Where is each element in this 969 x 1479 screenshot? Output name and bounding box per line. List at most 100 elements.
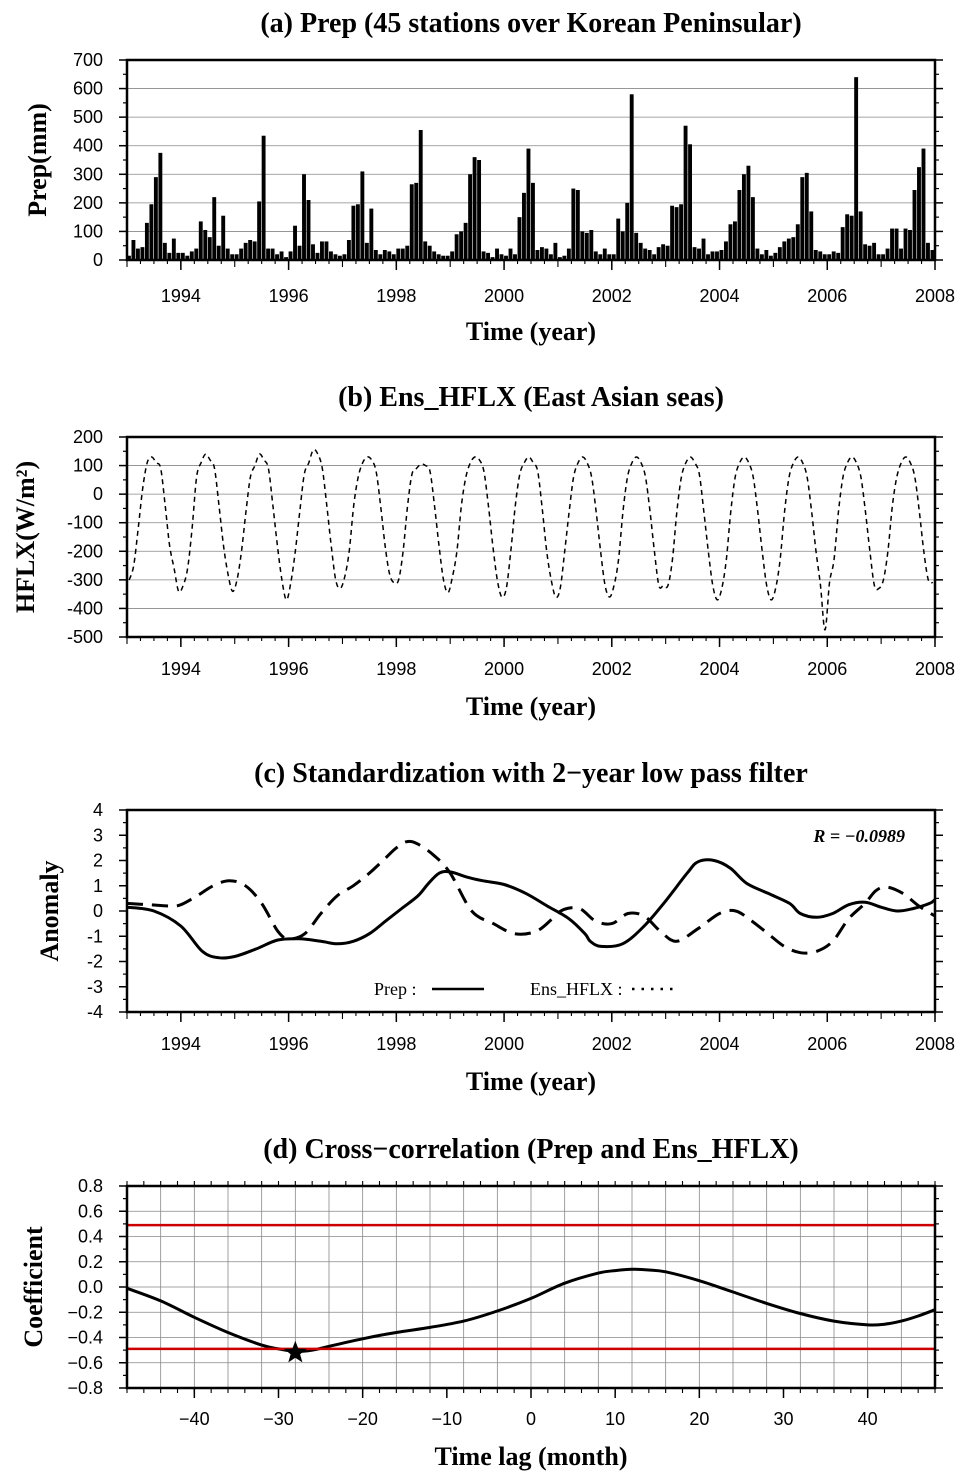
bar <box>149 204 154 260</box>
bar <box>759 254 764 260</box>
bar <box>661 244 666 260</box>
bar <box>584 232 589 260</box>
bar <box>351 205 356 260</box>
bar <box>688 144 692 260</box>
y-tick-label: -400 <box>67 598 103 618</box>
bar <box>908 230 912 260</box>
y-tick-label: -300 <box>67 570 103 590</box>
bar <box>468 174 473 260</box>
bar <box>589 230 594 260</box>
bar <box>167 252 172 260</box>
bar <box>750 197 755 260</box>
x-tick-label: 1996 <box>269 659 309 679</box>
series-line-0 <box>128 448 934 631</box>
bar <box>355 204 360 260</box>
bar <box>926 242 930 260</box>
bar <box>638 242 643 260</box>
bar <box>279 251 284 260</box>
correlation-annotation: R = −0.0989 <box>812 826 905 846</box>
bar <box>243 242 248 260</box>
bar <box>432 251 437 260</box>
bar <box>162 242 167 260</box>
legend-label: Prep : <box>374 979 417 999</box>
x-axis-label: Time lag (month) <box>434 1442 627 1471</box>
bar <box>580 231 585 260</box>
bar <box>822 254 827 260</box>
bar <box>566 248 571 260</box>
bar <box>288 251 293 260</box>
x-tick-label: 2004 <box>700 659 740 679</box>
bar <box>248 240 253 260</box>
bar <box>917 167 921 260</box>
y-tick-label: 100 <box>73 221 103 241</box>
bar <box>382 250 387 260</box>
bar <box>715 251 719 260</box>
y-tick-label: -3 <box>87 977 103 997</box>
bar <box>593 251 598 260</box>
bar <box>764 250 769 260</box>
bar <box>553 242 558 260</box>
y-tick-label: 100 <box>73 456 103 476</box>
bar <box>562 255 567 260</box>
bar <box>481 251 486 260</box>
bar <box>710 251 715 260</box>
y-tick-label: 200 <box>73 427 103 447</box>
bar <box>930 250 935 260</box>
star-marker <box>283 1340 307 1363</box>
bar <box>876 254 881 260</box>
bar <box>194 248 199 260</box>
y-tick-label: 700 <box>73 50 103 70</box>
x-tick-label: −20 <box>347 1409 378 1429</box>
x-tick-label: −30 <box>263 1409 294 1429</box>
bar <box>890 228 894 260</box>
bar <box>207 237 212 260</box>
bar <box>656 247 661 260</box>
bar <box>387 251 392 260</box>
x-tick-label: 2002 <box>592 1034 632 1054</box>
bar <box>409 184 414 260</box>
bar <box>158 152 163 260</box>
bar <box>459 231 464 260</box>
series-line-0 <box>126 858 936 960</box>
y-tick-label: 0.2 <box>78 1252 103 1272</box>
bar <box>369 208 374 260</box>
bar <box>652 254 657 260</box>
x-tick-label: 1996 <box>269 286 309 306</box>
legend-label: Ens_HFLX : <box>530 979 623 999</box>
bar <box>800 177 805 260</box>
bar <box>212 197 217 260</box>
y-tick-label: 300 <box>73 164 103 184</box>
x-tick-label: 1996 <box>269 1034 309 1054</box>
bar <box>400 248 405 260</box>
y-tick-label: 400 <box>73 136 103 156</box>
x-tick-label: 2008 <box>915 1034 955 1054</box>
x-axis-label: Time (year) <box>466 692 596 721</box>
bar <box>441 255 446 260</box>
x-tick-label: 1994 <box>161 659 201 679</box>
y-tick-label: -2 <box>87 952 103 972</box>
series-line-1 <box>126 839 936 955</box>
bar <box>899 248 903 260</box>
y-tick-label: 1 <box>93 876 103 896</box>
y-tick-label: -1 <box>87 926 103 946</box>
bar <box>320 241 324 260</box>
bar <box>701 238 706 260</box>
bar <box>634 232 639 260</box>
bar <box>360 171 365 260</box>
bar <box>526 148 531 260</box>
bar <box>575 190 580 260</box>
bar <box>135 248 140 260</box>
plot-frame <box>125 435 937 639</box>
bar <box>423 241 428 260</box>
bar <box>674 207 679 260</box>
bar <box>539 247 544 260</box>
panel-0: (a) Prep (45 stations over Korean Penins… <box>23 8 955 346</box>
y-tick-label: 0 <box>93 484 103 504</box>
x-tick-label: 2002 <box>592 659 632 679</box>
bar <box>391 254 396 260</box>
y-tick-label: 0 <box>93 250 103 270</box>
y-tick-label: 600 <box>73 79 103 99</box>
x-tick-label: 2004 <box>700 286 740 306</box>
bar <box>885 248 890 260</box>
